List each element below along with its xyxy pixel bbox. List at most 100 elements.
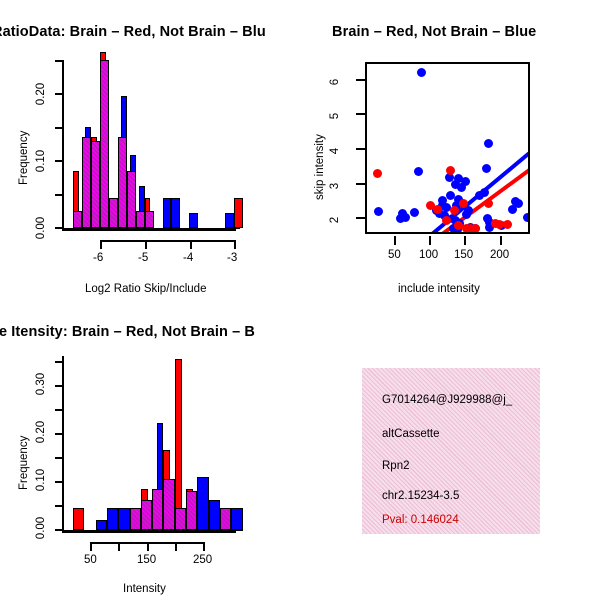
x-tickmark-100 — [429, 236, 432, 245]
scatter-point-not-brain — [395, 213, 405, 223]
y-tick-6: 6 — [329, 78, 342, 86]
histogram-bar-not-brain — [95, 520, 107, 530]
histogram-bar-not-brain — [106, 508, 119, 530]
scatter-point-not-brain — [446, 191, 456, 201]
x-tickmark-200 — [500, 236, 503, 245]
scatter-point-not-brain — [474, 191, 484, 201]
scatter-point-not-brain — [485, 217, 495, 227]
x-tickmark-g-250 — [203, 542, 206, 551]
x-tick-g-150: 150 — [137, 554, 157, 566]
x-axis-label-log2-ratio: Log2 Ratio Skip/Include — [85, 283, 207, 295]
scatter-point-not-brain — [437, 196, 447, 206]
histogram-bar-overlap — [140, 500, 153, 530]
info-line-pvalue: Pval: 0.146024 — [382, 514, 459, 526]
histogram-bar-not-brain — [162, 197, 172, 228]
scatter-point-brain — [446, 166, 456, 176]
histogram-bar-brain — [140, 488, 148, 502]
y-tickmark-g-0.10 — [55, 481, 64, 484]
scatter-point-brain — [494, 220, 504, 230]
scatter-point-not-brain — [374, 207, 384, 217]
histogram-bar-not-brain — [130, 155, 136, 172]
y-tickmark-3 — [356, 183, 365, 186]
scatter-point-not-brain — [413, 167, 423, 176]
y-tick-2: 2 — [329, 216, 342, 224]
y-tickmark-g-0.15 — [55, 457, 64, 460]
scatter-point-brain — [432, 204, 442, 214]
y-tickmark-0.15 — [55, 127, 64, 130]
x-tickmark-g-50 — [90, 542, 93, 551]
panel-title-scatter: Brain – Red, Not Brain – Blue — [332, 24, 537, 40]
scatter-point-not-brain — [483, 139, 493, 149]
histogram-bar-not-brain — [118, 508, 130, 530]
y-tickmark-g-0.00 — [55, 529, 64, 532]
histogram-bar-brain — [91, 137, 97, 142]
histogram-bar-brain — [174, 358, 182, 510]
x-tickmark--3 — [234, 240, 237, 249]
panel-intensity-scatter: Brain – Red, Not Brain – Blue skip inten… — [300, 0, 600, 300]
x-tickmark--4 — [190, 240, 193, 249]
y-tickmark-0.20 — [55, 93, 64, 96]
histogram-bar-not-brain — [139, 186, 145, 213]
histogram-bar-overlap — [126, 170, 136, 228]
histogram-bar-not-brain — [189, 213, 199, 228]
histogram-bar-overlap — [152, 488, 164, 530]
y-axis-line-2 — [62, 356, 65, 532]
y-tick-4: 4 — [329, 147, 342, 155]
scatter-point-not-brain — [416, 68, 426, 78]
histogram-bar-overlap — [163, 479, 175, 530]
scatter-point-not-brain — [409, 208, 419, 218]
scatter-point-brain — [471, 223, 481, 232]
x-axis-line — [100, 240, 236, 243]
info-line-locus: chr2.15234-3.5 — [382, 490, 460, 502]
x-tickmark-150 — [464, 236, 467, 245]
histogram-bar-overlap — [91, 140, 100, 228]
y-tickmark-g-0.25 — [55, 409, 64, 412]
scatter-point-not-brain — [479, 187, 489, 197]
histogram-bar-brain — [73, 170, 79, 213]
histogram-bar-not-brain — [85, 127, 92, 139]
y-tickmark-6 — [356, 79, 365, 82]
scatter-point-not-brain — [454, 174, 464, 184]
histogram-bar-not-brain — [231, 508, 243, 530]
histogram-bar-not-brain — [171, 197, 181, 228]
histogram-bar-overlap — [135, 211, 145, 228]
histogram-bar-overlap — [144, 211, 154, 228]
histogram-bar-overlap — [73, 211, 83, 228]
x-tick-200: 200 — [490, 249, 510, 261]
y-tickmark-2 — [356, 217, 365, 220]
x-tick-50: 50 — [388, 249, 401, 261]
event-info-box: G7014264@J929988@j_ altCassette Rpn2 chr2.1… — [362, 368, 540, 534]
histogram-bar-brain — [186, 488, 193, 493]
panel-title-log2-ratio: RatioData: Brain – Red, Not Brain – Blu — [0, 24, 266, 40]
histogram-bar-overlap — [108, 197, 118, 228]
histogram-bar-not-brain — [208, 500, 220, 530]
scatter-point-not-brain — [460, 177, 470, 187]
histogram-bar-not-brain — [197, 476, 209, 530]
x-tick--4: -4 — [183, 252, 194, 264]
scatter-point-not-brain — [457, 183, 467, 193]
histogram-bars-log2-ratio — [0, 0, 300, 300]
panel-title-gene-intensity: ne Itensity: Brain – Red, Not Brain – B — [0, 324, 255, 340]
scatter-point-brain — [450, 206, 460, 216]
histogram-bar-overlap — [186, 491, 198, 530]
scatter-point-not-brain — [450, 179, 460, 189]
x-tick--5: -5 — [138, 252, 149, 264]
histogram-bar-overlap — [219, 508, 232, 530]
scatter-point-not-brain — [451, 201, 461, 211]
histogram-bars-gene-intensity — [0, 300, 300, 600]
scatter-point-not-brain — [523, 212, 528, 222]
scatter-point-brain — [454, 220, 464, 230]
scatter-point-brain — [465, 224, 475, 232]
x-tickmark--5 — [145, 240, 148, 249]
scatter-point-not-brain — [445, 173, 455, 183]
info-line-event-type: altCassette — [382, 428, 440, 440]
y-tickmark-g-0.20 — [55, 433, 64, 436]
y-axis-label-skip-intensity: skip intensity — [314, 134, 326, 200]
x-tick-g-250: 250 — [193, 554, 213, 566]
y-tick-3: 3 — [329, 182, 342, 190]
scatter-point-brain — [426, 201, 436, 211]
scatter-point-not-brain — [434, 209, 444, 219]
y-tickmark-0.05 — [55, 194, 64, 197]
x-axis-baseline — [62, 228, 236, 231]
